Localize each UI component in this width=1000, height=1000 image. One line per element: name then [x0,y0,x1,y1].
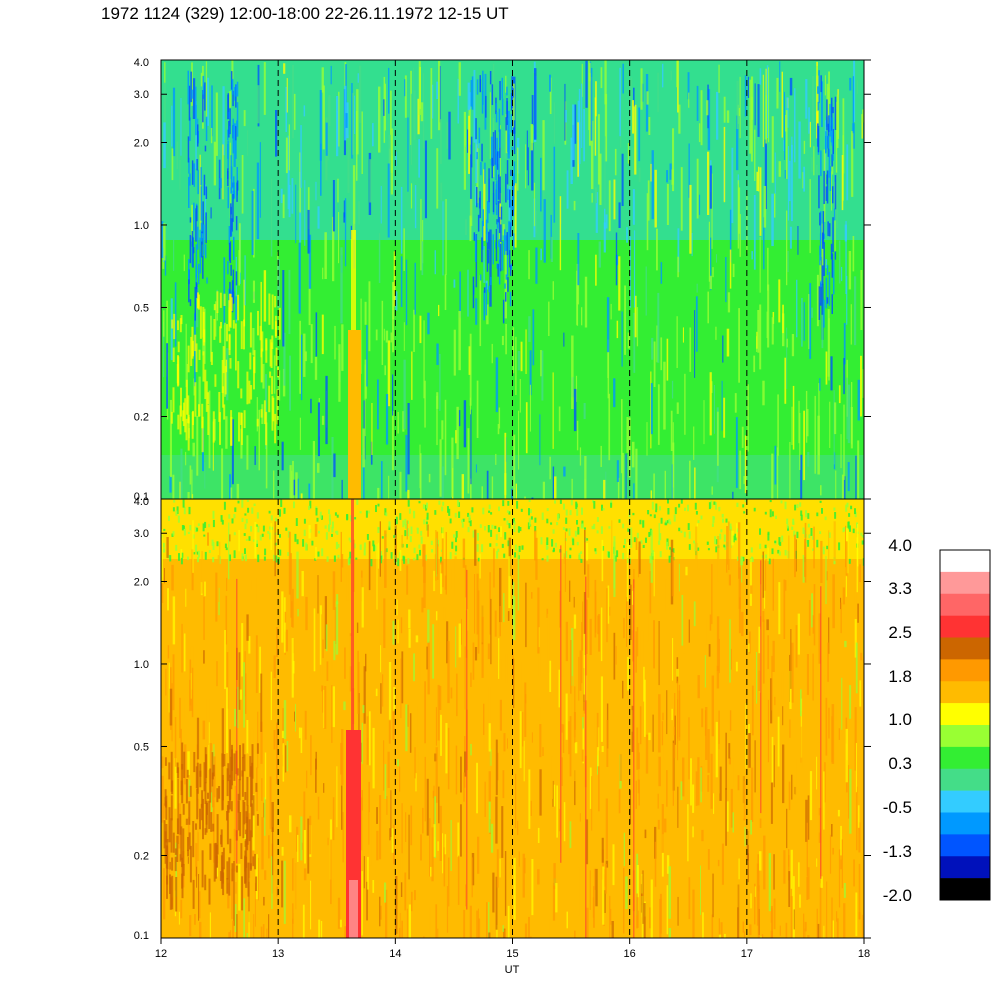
colorbar-label: 4.0 [888,536,912,555]
y-tick-label: 0.1 [134,491,149,503]
colorbar-label: 0.3 [888,754,912,773]
x-tick-label: 12 [155,948,167,960]
y-tick-label: 0.2 [134,851,149,863]
colorbar-segment [940,878,990,901]
colorbar-label: -2.0 [883,886,912,905]
x-tick-label: 16 [624,948,636,960]
x-tick-label: 18 [858,948,870,960]
colorbar-segment [940,746,990,770]
y-tick-label: 4.0 [134,57,149,69]
colorbar-label: 2.5 [888,623,912,642]
colorbar-label: 3.3 [888,579,912,598]
colorbar-label: -0.5 [883,798,912,817]
colorbar-label: 1.8 [888,667,912,686]
colorbar-segment [940,681,990,704]
colorbar-segment [940,725,990,748]
x-tick-label: 14 [389,948,401,960]
colorbar-segment [940,768,990,791]
y-tick-label: 3.0 [134,89,149,101]
x-tick-label: 15 [506,948,518,960]
y-tick-label: 3.0 [134,528,149,540]
y-tick-label: 1.0 [134,659,149,671]
colorbar-segment [940,812,990,835]
colorbar-label: -1.3 [883,842,912,861]
colorbar-label: 1.0 [888,710,912,729]
y-tick-label: 0.2 [134,412,149,424]
colorbar: 4.0 3.3 2.5 1.8 1.0 0.3 -0.5 -1.3 -2.0 [883,536,991,905]
y-tick-label: 0.1 [134,930,149,942]
x-tick-label: 13 [272,948,284,960]
colorbar-segment [940,856,990,879]
y-tick-label: 0.5 [134,302,149,314]
x-axis-label: UT [505,964,520,976]
y-tick-label: 2.0 [134,576,149,588]
colorbar-frame [939,549,991,901]
colorbar-segment [940,703,990,726]
y-tick-label: 0.5 [134,741,149,753]
colorbar-segment [940,790,990,813]
y-tick-label: 1.0 [134,220,149,232]
y-tick-label: 4.0 [134,496,149,508]
colorbar-segment [940,571,990,595]
colorbar-segment [940,593,990,616]
y-tick-label: 2.0 [134,137,149,149]
colorbar-segment [940,615,990,638]
colorbar-segment [940,637,990,660]
colorbar-segment [940,659,990,682]
chart-title: 1972 1124 (329) 12:00-18:00 22-26.11.197… [101,4,509,23]
x-tick-label: 17 [741,948,753,960]
axes-layer: 0.10.20.51.02.03.04.00.10.20.51.02.03.04… [134,57,871,976]
colorbar-segment [940,550,990,573]
colorbar-segment [940,834,990,857]
